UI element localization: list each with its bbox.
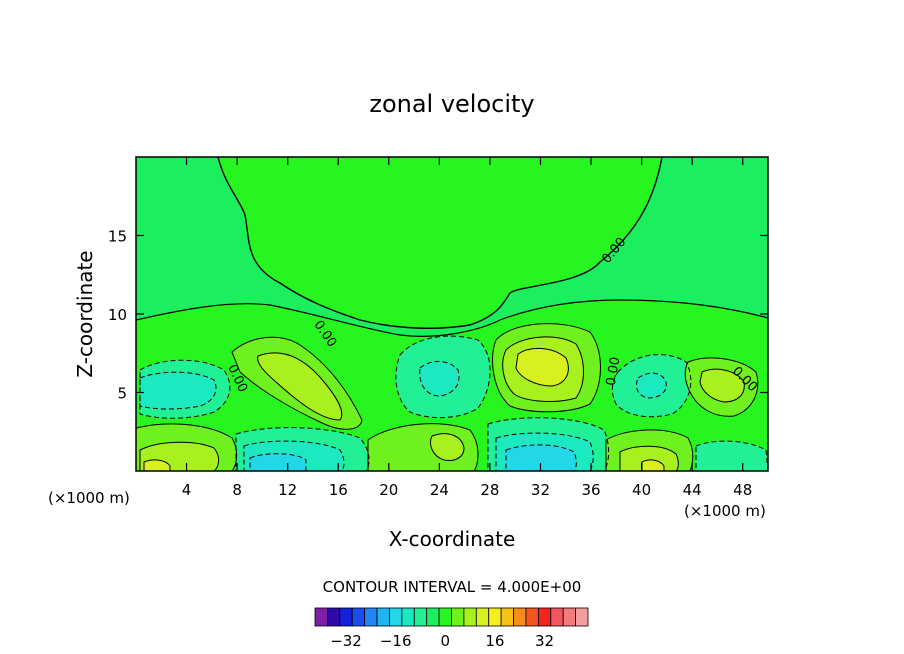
cell-pos-1-inner [257, 352, 342, 420]
colorbar-swatch [550, 607, 564, 627]
colorbar-swatch [525, 607, 539, 627]
contour-line-15 [143, 459, 171, 471]
x-tick-label: 24 [430, 481, 449, 499]
colorbar-swatch [488, 607, 502, 627]
cell-neg-b2-core [250, 453, 306, 471]
contour-line-10 [635, 372, 667, 399]
cell-pos-b3-inner [430, 433, 464, 461]
contour-cells [136, 157, 768, 471]
x-tick-label: 44 [683, 481, 702, 499]
x-tick-label: 36 [581, 481, 600, 499]
x-tick-label: 28 [480, 481, 499, 499]
contour-line-6 [492, 323, 601, 413]
contour-line-13 [136, 423, 238, 471]
colorbar-swatch [376, 607, 390, 627]
x-tick-label: 8 [232, 481, 242, 499]
colorbar-swatch [426, 607, 440, 627]
y-tick-label: 5 [117, 385, 127, 403]
contour-line-4 [395, 335, 491, 419]
colorbar-swatch [575, 607, 589, 627]
colorbar-swatch [438, 607, 452, 627]
contour-line-18 [249, 453, 307, 471]
contour-line-0 [139, 359, 231, 419]
colorbar-swatch [562, 607, 576, 627]
colorbar: −32 −16 0 16 32 [314, 607, 589, 650]
colorbar-swatch [314, 607, 328, 627]
contour-line-5 [419, 361, 460, 397]
contour-line-3 [257, 352, 343, 421]
y-tick-label: 10 [108, 306, 127, 324]
x-tick-label: 32 [531, 481, 550, 499]
colorbar-swatch [475, 607, 490, 627]
contour-zero-mid [136, 299, 768, 337]
x-tick-label: 48 [733, 481, 752, 499]
contour-line-16 [235, 427, 370, 471]
cell-neg-4-inner [636, 373, 667, 398]
contour-line-12 [699, 368, 745, 403]
x-tick-label: 16 [329, 481, 348, 499]
contour-line-26 [641, 459, 665, 471]
contour-line-14 [139, 441, 220, 471]
contour-line-1 [139, 371, 217, 410]
cell-neg-left-inner [140, 372, 217, 409]
contour-label: 0.00 [604, 356, 624, 387]
cell-neg-b4-core [506, 444, 577, 471]
x-tick-label: 12 [278, 481, 297, 499]
colorbar-tick-label: 0 [441, 632, 451, 650]
cell-pos-5-inner [700, 369, 745, 402]
colorbar-swatch [389, 607, 403, 627]
colorbar-swatch [463, 607, 477, 627]
x-axis-label: X-coordinate [389, 527, 516, 551]
cell-pos-3-core [516, 348, 569, 386]
chart-title: zonal velocity [369, 90, 534, 118]
contour-lines [136, 157, 768, 471]
contour-line-17 [243, 440, 345, 471]
y-tick-label: 15 [108, 228, 127, 246]
contour-line-11 [684, 357, 759, 417]
colorbar-swatch [339, 607, 353, 627]
colorbar-tick-label: 32 [535, 632, 554, 650]
colorbar-swatch [351, 607, 366, 627]
x-tick-label: 4 [182, 481, 192, 499]
colorbar-swatch [513, 607, 527, 627]
colorbar-swatch [413, 607, 428, 627]
contour-line-20 [430, 433, 465, 461]
x-tick-label: 40 [632, 481, 651, 499]
cell-neg-2-inner [419, 361, 460, 396]
colorbar-tick-label: −16 [380, 632, 412, 650]
colorbar-swatch [451, 607, 465, 627]
contour-line-8 [515, 348, 569, 387]
colorbar-swatch [537, 607, 552, 627]
contour-line-19 [367, 423, 479, 471]
contour-line-9 [611, 354, 692, 418]
x-unit-left: (×1000 m) [48, 489, 130, 507]
x-unit-right: (×1000 m) [684, 502, 766, 520]
cell-pos-b5-core [642, 459, 664, 471]
y-axis: 5 10 15 [108, 228, 768, 403]
contour-interval: CONTOUR INTERVAL = 4.000E+00 [323, 578, 582, 596]
colorbar-swatch [401, 607, 415, 627]
x-axis: 4 8 12 16 20 24 28 32 36 40 44 48 [182, 157, 752, 499]
contour-line-7 [502, 336, 584, 402]
cell-neg-b6 [696, 441, 768, 471]
cell-pos-b1-core [144, 459, 170, 471]
contour-line-2 [231, 336, 363, 430]
colorbar-swatch [500, 607, 514, 627]
contour-zero-upper [217, 157, 663, 329]
x-tick-label: 20 [379, 481, 398, 499]
colorbar-tick-label: −32 [330, 632, 362, 650]
contour-line-24 [605, 429, 694, 471]
plot-field [136, 157, 768, 471]
colorbar-swatch [364, 607, 378, 627]
contour-line-27 [695, 440, 768, 471]
colorbar-tick-label: 16 [485, 632, 504, 650]
y-axis-label: Z-coordinate [73, 250, 97, 377]
colorbar-swatch [327, 607, 341, 627]
